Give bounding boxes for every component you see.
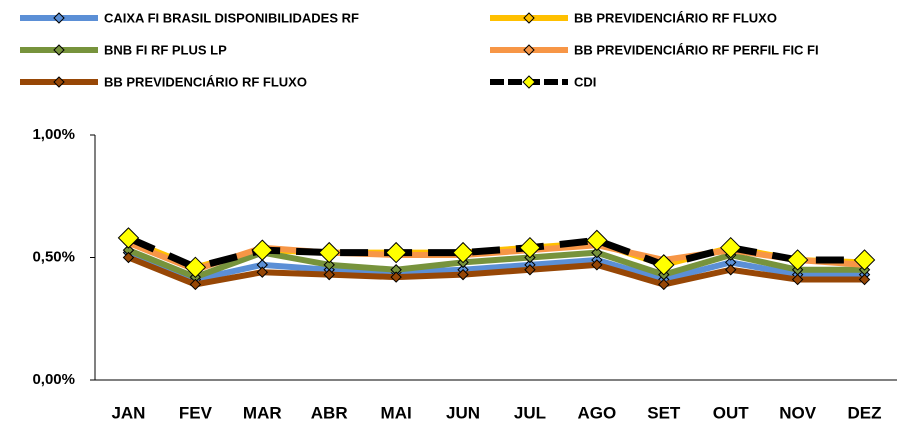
legend-label: BB PREVIDENCIÁRIO RF FLUXO [574, 10, 777, 25]
x-tick-label: JUL [514, 403, 546, 422]
series-marker [189, 278, 202, 291]
series-marker [725, 264, 737, 276]
x-tick-label: MAR [243, 403, 282, 422]
x-tick-label: SET [647, 403, 681, 422]
series-line [127, 249, 865, 283]
series-marker [385, 241, 407, 264]
series-marker [858, 273, 871, 286]
legend-marker [523, 12, 535, 24]
series-marker [318, 241, 340, 264]
series-marker [791, 273, 804, 286]
series-marker [117, 227, 140, 249]
y-tick-label: 0,00% [32, 371, 75, 388]
x-tick-label: FEV [179, 403, 213, 422]
series-marker [184, 256, 207, 279]
x-tick-label: MAI [381, 403, 412, 422]
legend-label: CAIXA FI BRASIL DISPONIBILIDADES RF [104, 10, 359, 25]
series-marker [586, 229, 608, 252]
legend-marker [522, 75, 536, 89]
legend-marker [53, 12, 65, 24]
series-marker [653, 254, 675, 276]
x-tick-label: OUT [713, 403, 750, 422]
series-marker [853, 249, 876, 271]
x-tick-label: JAN [111, 403, 145, 422]
series-marker [591, 259, 603, 271]
series-marker [457, 268, 469, 281]
legend-label: BB PREVIDENCIÁRIO RF FLUXO [104, 74, 307, 89]
y-tick-label: 1,00% [32, 126, 75, 143]
series-marker [390, 271, 402, 283]
series-marker [524, 264, 536, 276]
series-marker [519, 236, 541, 259]
legend-label: CDI [574, 74, 596, 89]
legend-marker [523, 44, 535, 56]
x-tick-label: AGO [578, 403, 617, 422]
series-marker [256, 266, 268, 278]
legend-marker [53, 44, 65, 56]
x-tick-label: JUN [446, 403, 480, 422]
series-marker [122, 251, 135, 264]
series-marker [658, 278, 670, 291]
y-tick-label: 0,50% [32, 248, 75, 265]
series-line [127, 247, 865, 281]
series-marker [251, 239, 273, 261]
x-tick-label: DEZ [848, 403, 882, 422]
legend-label: BNB FI RF PLUS LP [104, 42, 227, 57]
series-line [127, 254, 865, 288]
legend-label: BB PREVIDENCIÁRIO RF PERFIL FIC FI [574, 42, 819, 57]
series-marker [591, 246, 603, 259]
series-marker [786, 249, 809, 271]
series-marker [323, 268, 335, 281]
x-tick-label: ABR [311, 403, 348, 422]
series-marker [720, 236, 742, 259]
series-marker [452, 241, 474, 264]
legend-marker [53, 76, 65, 88]
series-line [127, 234, 865, 271]
x-tick-label: NOV [779, 403, 817, 422]
